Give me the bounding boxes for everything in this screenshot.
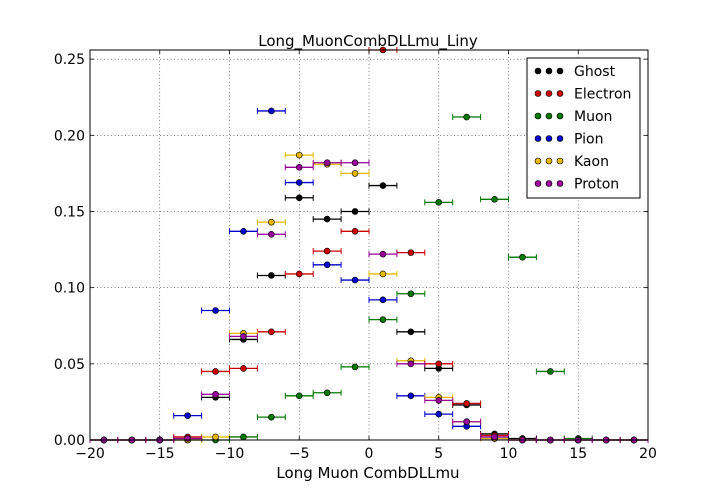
legend-marker bbox=[556, 67, 564, 75]
data-point bbox=[351, 208, 359, 215]
axis-ticks: −20 −15 −10 −5 0 5 10 15 20 0.00 0.05 0.10 0.15 0.20 0… bbox=[54, 50, 657, 462]
x-tick-label: −10 bbox=[215, 446, 245, 462]
data-point bbox=[212, 307, 219, 314]
legend-marker bbox=[534, 157, 542, 165]
y-tick-label: 0.25 bbox=[54, 52, 85, 68]
x-axis-label: Long Muon CombDLLmu bbox=[276, 464, 459, 482]
data-point bbox=[463, 418, 470, 426]
legend-label: Electron bbox=[574, 87, 631, 103]
data-point bbox=[212, 433, 219, 441]
x-tick-label: −15 bbox=[145, 446, 175, 462]
data-point bbox=[268, 413, 275, 421]
y-tick-label: 0.10 bbox=[54, 281, 85, 297]
legend-marker bbox=[556, 90, 564, 97]
legend-marker bbox=[556, 135, 564, 142]
data-point bbox=[491, 433, 498, 441]
data-point bbox=[268, 328, 275, 336]
legend-marker bbox=[556, 157, 564, 165]
data-point bbox=[379, 182, 387, 189]
legend-marker bbox=[545, 180, 553, 187]
legend-box bbox=[526, 57, 641, 199]
legend-marker bbox=[534, 180, 542, 187]
legend-marker bbox=[534, 67, 542, 75]
legend-marker bbox=[545, 67, 553, 75]
data-point bbox=[268, 272, 275, 279]
data-point bbox=[463, 113, 470, 121]
x-tick-label: −20 bbox=[75, 446, 105, 462]
data-point bbox=[240, 433, 247, 441]
data-point bbox=[379, 250, 387, 258]
data-point bbox=[184, 412, 191, 419]
legend-marker bbox=[545, 112, 553, 120]
legend-label: Proton bbox=[574, 177, 619, 193]
data-point bbox=[323, 215, 331, 223]
data-point bbox=[435, 360, 443, 368]
data-point bbox=[351, 170, 359, 177]
data-point bbox=[295, 270, 303, 278]
data-point bbox=[268, 107, 275, 115]
legend-marker bbox=[534, 135, 542, 142]
data-point bbox=[491, 195, 498, 203]
legend-label: Ghost bbox=[574, 64, 616, 80]
legend: Ghost Electron Muon Pion Kaon Proton bbox=[526, 57, 641, 199]
data-point bbox=[323, 247, 331, 255]
legend-label: Kaon bbox=[574, 154, 609, 170]
data-point bbox=[547, 368, 554, 375]
data-point bbox=[407, 392, 415, 400]
data-point bbox=[295, 179, 303, 186]
x-tick-label: 0 bbox=[365, 446, 374, 462]
data-point bbox=[379, 270, 387, 278]
chart-title: Long_MuonCombDLLmu_Liny bbox=[258, 32, 478, 51]
data-point bbox=[240, 227, 247, 235]
y-tick-label: 0.20 bbox=[54, 128, 85, 144]
data-point bbox=[351, 159, 359, 167]
data-point bbox=[323, 159, 331, 167]
data-point bbox=[379, 316, 387, 323]
data-point bbox=[435, 199, 443, 206]
legend-marker bbox=[545, 157, 553, 165]
x-tick-label: −5 bbox=[289, 446, 310, 462]
legend-marker bbox=[556, 180, 564, 187]
data-point bbox=[351, 363, 359, 371]
data-point bbox=[351, 276, 359, 284]
data-point bbox=[407, 249, 415, 256]
legend-marker bbox=[545, 135, 553, 142]
x-tick-label: 10 bbox=[500, 446, 518, 462]
data-point bbox=[240, 333, 247, 340]
data-point bbox=[379, 296, 387, 304]
data-point bbox=[212, 390, 219, 398]
data-point bbox=[184, 435, 191, 442]
legend-marker bbox=[556, 112, 564, 120]
data-point bbox=[407, 328, 415, 336]
x-tick-label: 15 bbox=[569, 446, 587, 462]
data-point bbox=[519, 253, 526, 261]
data-point bbox=[212, 368, 219, 375]
data-point bbox=[323, 389, 331, 397]
y-tick-label: 0.15 bbox=[54, 204, 85, 220]
data-point bbox=[351, 227, 359, 235]
y-tick-label: 0.05 bbox=[54, 357, 85, 373]
data-point bbox=[295, 194, 303, 202]
y-tick-label: 0.00 bbox=[54, 433, 85, 449]
data-point bbox=[268, 231, 275, 238]
legend-label: Pion bbox=[574, 132, 603, 148]
data-point bbox=[295, 392, 303, 400]
data-point bbox=[435, 397, 443, 404]
data-point bbox=[407, 360, 415, 368]
data-point bbox=[240, 365, 247, 372]
data-point bbox=[268, 218, 275, 226]
legend-label: Muon bbox=[574, 109, 612, 125]
data-point bbox=[323, 261, 331, 269]
data-point bbox=[295, 164, 303, 171]
x-tick-label: 20 bbox=[639, 446, 657, 462]
legend-marker bbox=[534, 90, 542, 97]
data-point bbox=[407, 290, 415, 298]
legend-marker bbox=[534, 112, 542, 120]
data-point bbox=[463, 400, 470, 407]
data-point bbox=[295, 151, 303, 159]
x-tick-label: 5 bbox=[434, 446, 443, 462]
data-point bbox=[435, 410, 443, 418]
legend-marker bbox=[545, 90, 553, 97]
